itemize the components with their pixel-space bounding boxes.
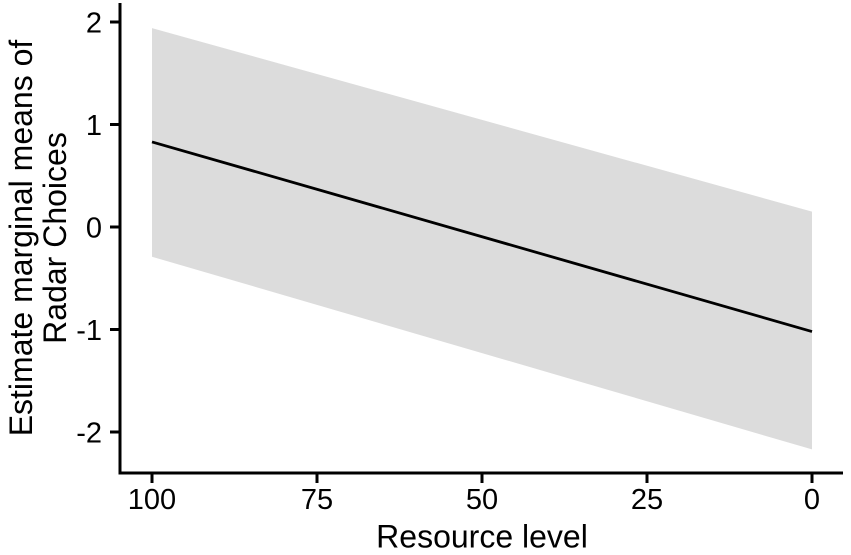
y-axis-title-line-1: Estimate marginal means of (3, 39, 39, 437)
x-tick-label: 50 (466, 484, 498, 516)
y-tick-label: 2 (86, 7, 102, 39)
x-tick-label: 0 (804, 484, 820, 516)
y-tick-label: -2 (76, 417, 102, 449)
trend-line (151, 140, 813, 333)
confidence-band (152, 28, 812, 450)
x-tick-label: 75 (301, 484, 333, 516)
y-tick-label: 0 (86, 212, 102, 244)
y-axis-title-line-2: Radar Choices (37, 132, 73, 344)
y-axis-title: Estimate marginal means of Radar Choices (3, 39, 73, 437)
x-tick-label: 25 (631, 484, 663, 516)
y-tick-label: -1 (76, 315, 102, 347)
y-tick-label: 1 (86, 110, 102, 142)
x-axis-title: Resource level (376, 518, 588, 555)
x-tick-label: 100 (128, 484, 176, 516)
